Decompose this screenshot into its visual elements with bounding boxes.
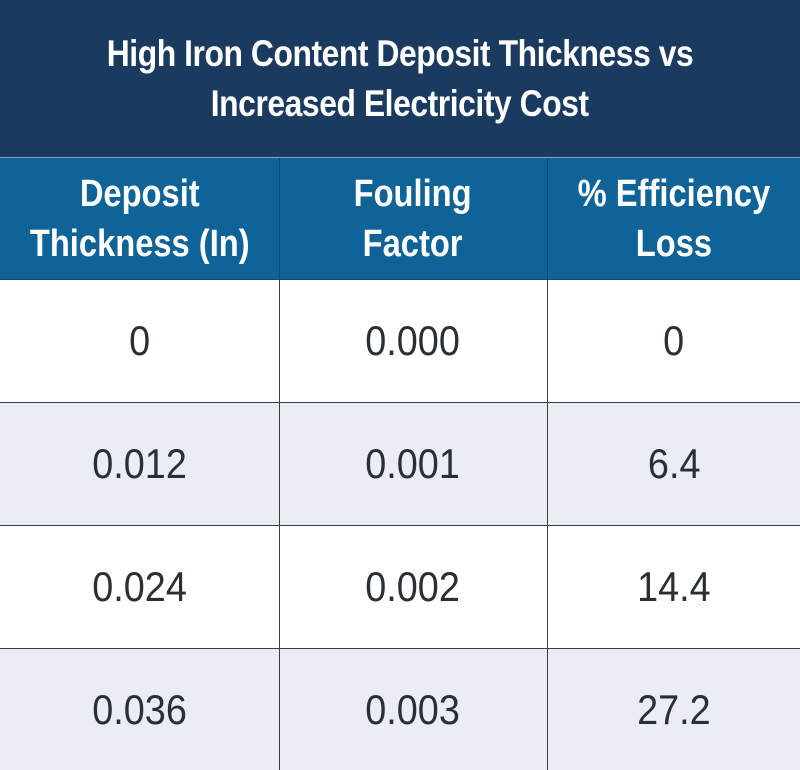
column-header-line: Factor	[363, 222, 463, 265]
cell-value: 0	[663, 317, 685, 364]
cell-efficiency-loss: 6.4	[547, 402, 800, 526]
cell-fouling-factor: 0.000	[279, 279, 548, 403]
column-header-line: Thickness (In)	[29, 222, 250, 265]
column-header-deposit-thickness: Deposit Thickness (In)	[0, 158, 280, 280]
table-row: 0.036 0.003 27.2	[0, 648, 800, 770]
column-header-fouling-factor: Fouling Factor	[279, 158, 548, 280]
cell-value: 0	[128, 317, 150, 364]
cell-value: 0.012	[91, 440, 187, 487]
cell-value: 0.000	[365, 317, 461, 364]
column-header-line: % Efficiency	[577, 172, 771, 215]
cell-value: 0.024	[91, 563, 187, 610]
cell-deposit-thickness: 0	[0, 279, 280, 403]
cell-efficiency-loss: 0	[547, 279, 800, 403]
cell-value: 14.4	[636, 563, 711, 610]
cell-fouling-factor: 0.003	[279, 648, 548, 770]
table-row: 0.012 0.001 6.4	[0, 402, 800, 526]
column-header-line: Fouling	[354, 172, 472, 215]
cell-efficiency-loss: 14.4	[547, 525, 800, 649]
cell-fouling-factor: 0.002	[279, 525, 548, 649]
column-header-efficiency-loss: % Efficiency Loss	[547, 158, 800, 280]
cell-deposit-thickness: 0.012	[0, 402, 280, 526]
table-row: 0.024 0.002 14.4	[0, 525, 800, 649]
cell-deposit-thickness: 0.036	[0, 648, 280, 770]
header-row: Deposit Thickness (In) Fouling Factor % …	[0, 158, 800, 280]
table-title-line-2: Increased Electricity Cost	[211, 82, 589, 124]
cell-value: 0.001	[365, 440, 461, 487]
cell-value: 0.002	[365, 563, 461, 610]
data-table: Deposit Thickness (In) Fouling Factor % …	[0, 158, 800, 770]
cell-fouling-factor: 0.001	[279, 402, 548, 526]
cell-value: 0.036	[91, 686, 187, 733]
cell-value: 27.2	[636, 686, 711, 733]
column-header-line: Loss	[635, 222, 712, 265]
table-title-line-1: High Iron Content Deposit Thickness vs	[106, 32, 694, 74]
cell-value: 6.4	[647, 440, 701, 487]
cell-efficiency-loss: 27.2	[547, 648, 800, 770]
cell-value: 0.003	[365, 686, 461, 733]
cell-deposit-thickness: 0.024	[0, 525, 280, 649]
column-header-line: Deposit	[79, 172, 200, 215]
table-row: 0 0.000 0	[0, 279, 800, 403]
table-title: High Iron Content Deposit Thickness vs I…	[0, 0, 800, 158]
